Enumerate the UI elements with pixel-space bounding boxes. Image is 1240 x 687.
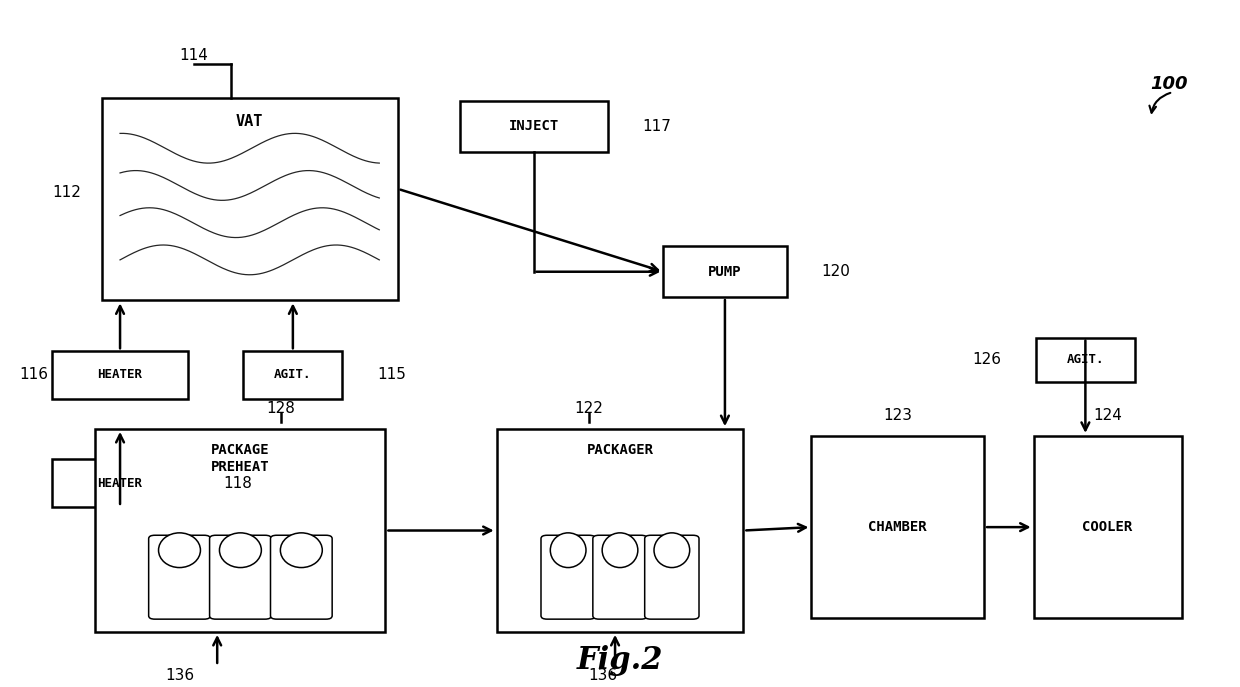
Ellipse shape — [603, 533, 637, 567]
FancyBboxPatch shape — [460, 101, 608, 152]
Text: HEATER: HEATER — [98, 368, 143, 381]
FancyBboxPatch shape — [102, 98, 398, 300]
FancyBboxPatch shape — [1033, 436, 1182, 618]
Text: AGIT.: AGIT. — [1066, 353, 1104, 366]
Text: 100: 100 — [1151, 75, 1188, 93]
FancyBboxPatch shape — [95, 429, 386, 632]
FancyBboxPatch shape — [210, 535, 272, 619]
Text: Fig.2: Fig.2 — [577, 645, 663, 676]
FancyBboxPatch shape — [496, 429, 744, 632]
FancyBboxPatch shape — [52, 351, 188, 398]
Ellipse shape — [551, 533, 587, 567]
FancyBboxPatch shape — [811, 436, 985, 618]
Text: INJECT: INJECT — [508, 120, 559, 133]
FancyBboxPatch shape — [52, 460, 188, 507]
Text: PACKAGE
PREHEAT: PACKAGE PREHEAT — [211, 442, 270, 474]
FancyBboxPatch shape — [593, 535, 647, 619]
Text: 128: 128 — [267, 401, 295, 416]
Text: CHAMBER: CHAMBER — [868, 520, 928, 534]
Text: 123: 123 — [883, 408, 913, 423]
Text: PUMP: PUMP — [708, 264, 742, 279]
FancyBboxPatch shape — [645, 535, 699, 619]
Ellipse shape — [219, 533, 262, 567]
Text: AGIT.: AGIT. — [274, 368, 311, 381]
Text: 126: 126 — [972, 352, 1001, 367]
FancyBboxPatch shape — [663, 247, 786, 297]
FancyBboxPatch shape — [243, 351, 342, 398]
FancyBboxPatch shape — [1035, 338, 1135, 382]
Text: 115: 115 — [377, 368, 405, 383]
Ellipse shape — [280, 533, 322, 567]
Text: HEATER: HEATER — [98, 477, 143, 490]
FancyBboxPatch shape — [270, 535, 332, 619]
Text: VAT: VAT — [236, 115, 263, 129]
Ellipse shape — [653, 533, 689, 567]
Text: PACKAGER: PACKAGER — [587, 442, 653, 457]
FancyBboxPatch shape — [149, 535, 211, 619]
Text: 118: 118 — [223, 475, 252, 491]
Text: 136: 136 — [166, 668, 195, 684]
Text: 116: 116 — [19, 368, 48, 383]
Text: 124: 124 — [1094, 408, 1122, 423]
Text: 117: 117 — [642, 119, 672, 134]
Text: 136: 136 — [588, 668, 618, 684]
Text: 122: 122 — [574, 401, 604, 416]
Text: 114: 114 — [180, 48, 208, 63]
Ellipse shape — [159, 533, 201, 567]
Text: 112: 112 — [52, 185, 82, 200]
Text: COOLER: COOLER — [1083, 520, 1132, 534]
Text: 120: 120 — [822, 264, 851, 279]
FancyBboxPatch shape — [541, 535, 595, 619]
